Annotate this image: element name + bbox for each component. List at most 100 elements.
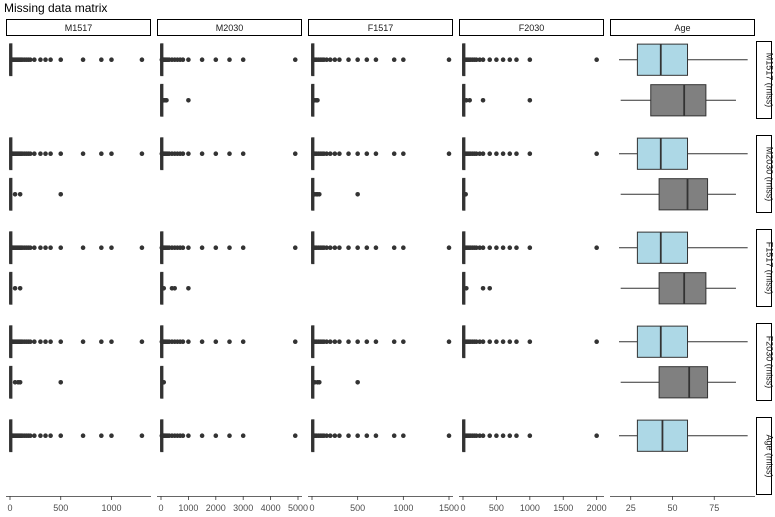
outlier-point [364,245,370,251]
outlier-point [240,151,246,157]
outlier-point [507,151,513,157]
x-tick-label: 2000 [587,503,607,513]
outlier-point [446,245,452,251]
outlier-point [494,151,499,157]
outlier-point [43,151,48,157]
outlier-point [292,245,298,251]
outlier-point [227,57,232,63]
outlier-point [164,97,169,103]
outlier-point [186,433,191,439]
outlier-point [500,151,506,157]
outlier-point [58,57,64,63]
outlier-point [213,151,219,157]
outlier-point [292,433,298,439]
outlier-point [332,433,338,439]
outlier-point [474,151,479,157]
outlier-point [477,245,483,251]
outlier-point [58,245,64,251]
outlier-point [594,339,599,345]
outlier-point [227,245,232,251]
outlier-point [527,151,533,157]
column-strip [610,19,755,36]
row-strip-label: F2030 (miss) [765,336,775,389]
x-tick-label: 1500 [439,503,459,513]
outlier-point [58,339,64,345]
outlier-point [180,151,186,157]
outlier-point [109,339,114,345]
outlier-point [58,379,64,385]
outlier-point [337,245,342,251]
outlier-point [38,433,43,439]
outlier-point [477,57,483,63]
outlier-point [109,433,114,439]
outlier-point [500,433,506,439]
x-tick-label: 1000 [393,503,413,513]
outlier-point [43,245,48,251]
outlier-point [38,245,43,251]
outlier-point [446,433,452,439]
outlier-point [58,433,64,439]
outlier-point [139,433,145,439]
outlier-point [32,339,37,345]
outlier-point [364,339,370,345]
x-tick-label: 500 [489,503,504,513]
outlier-point [80,57,86,63]
outlier-point [480,339,486,345]
outlier-point [27,339,33,345]
x-tick-label: 1000 [101,503,121,513]
row-strip-label: M1517 (miss) [765,53,775,108]
outlier-point [186,57,191,63]
column-strip [6,19,151,36]
box [636,231,689,264]
column-strip [459,19,604,36]
outlier-point [494,339,499,345]
outlier-point [240,57,246,63]
outlier-point [527,339,533,345]
outlier-point [324,433,329,439]
outlier-point [172,285,177,291]
outlier-point [292,151,298,157]
outlier-point [364,151,370,157]
outlier-point [487,57,493,63]
outlier-point [355,191,360,197]
outlier-point [109,245,114,251]
outlier-point [364,57,370,63]
x-tick-label: 2000 [206,503,226,513]
outlier-point [324,245,329,251]
outlier-point [240,339,246,345]
outlier-point [355,151,360,157]
outlier-point [32,433,37,439]
row-strip-label: M2030 (miss) [765,147,775,202]
outlier-point [474,339,479,345]
outlier-point [99,151,104,157]
outlier-point [80,339,86,345]
outlier-point [109,57,114,63]
outlier-point [32,151,37,157]
outlier-point [346,245,351,251]
box [636,43,689,76]
outlier-point [332,151,338,157]
outlier-point [240,433,246,439]
outlier-point [594,245,599,251]
outlier-point [327,433,333,439]
x-tick-label: 25 [626,503,636,513]
column-strip-label: F1517 [368,23,394,33]
outlier-point [327,57,333,63]
outlier-point [487,151,493,157]
x-tick-label: 3000 [233,503,253,513]
outlier-point [180,339,186,345]
outlier-point [494,57,499,63]
outlier-point [373,57,379,63]
outlier-point [317,379,322,385]
outlier-point [48,245,53,251]
column-strip-label: Age [674,23,690,33]
outlier-point [500,245,506,251]
outlier-point [346,339,351,345]
outlier-point [227,433,232,439]
outlier-point [99,433,104,439]
outlier-point [514,339,519,345]
column-strip-label: M1517 [65,23,93,33]
outlier-point [494,245,499,251]
outlier-point [292,57,298,63]
outlier-point [324,57,329,63]
